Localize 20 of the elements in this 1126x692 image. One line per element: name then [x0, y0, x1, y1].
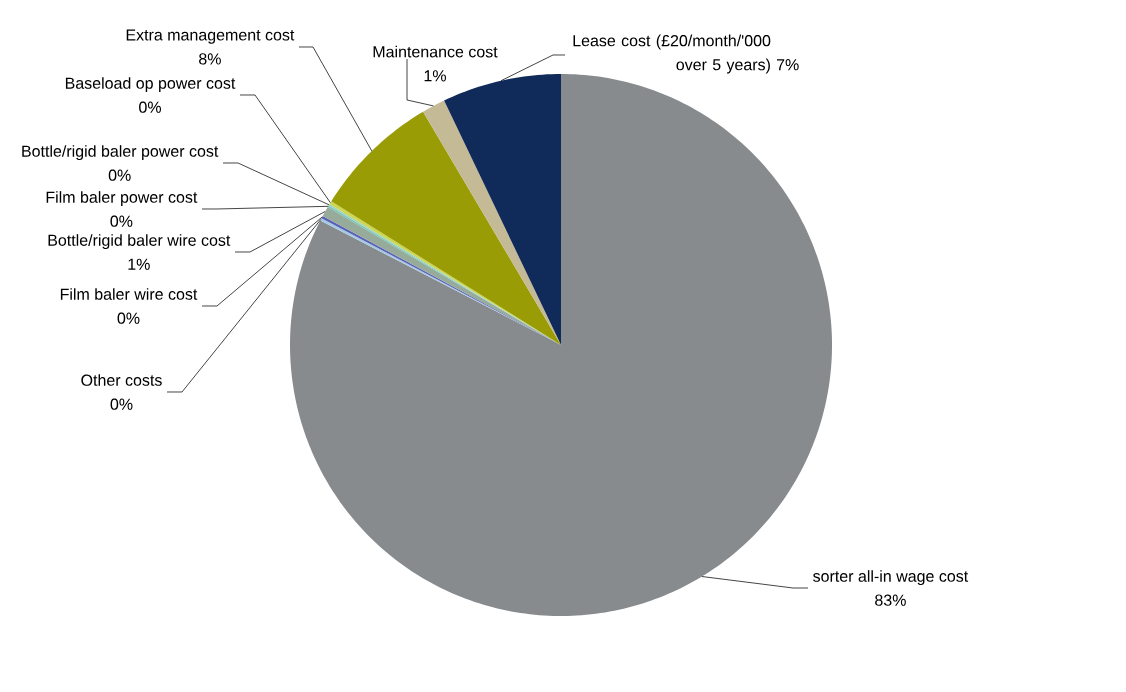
slice-label: Bottle/rigid baler wire cost	[48, 234, 231, 250]
slice-label: sorter all-in wage cost	[813, 570, 969, 586]
data-label: 0%	[110, 398, 133, 410]
slice-label: Lease cost (£20/month/'000 over 5 years)	[573, 34, 771, 74]
data-label: 0%	[139, 101, 162, 113]
data-label: 0%	[110, 215, 133, 227]
data-label: 83%	[875, 594, 906, 606]
data-label: 1%	[128, 258, 150, 270]
data-label: 7%	[776, 59, 799, 71]
data-label: 1%	[424, 70, 446, 82]
slice-label: Bottle/rigid baler power cost	[22, 145, 219, 161]
slice-label: Film baler power cost	[46, 191, 198, 207]
slice-label: Baseload op power cost	[65, 77, 236, 93]
slice-label: Other costs	[81, 374, 162, 386]
slice-label: Film baler wire cost	[60, 288, 198, 300]
slice-label: Maintenance cost	[373, 45, 498, 58]
slice-label: Extra management cost	[126, 29, 295, 44]
data-label: 0%	[117, 312, 140, 324]
data-label: 8%	[199, 53, 221, 65]
data-label: 0%	[108, 169, 131, 181]
